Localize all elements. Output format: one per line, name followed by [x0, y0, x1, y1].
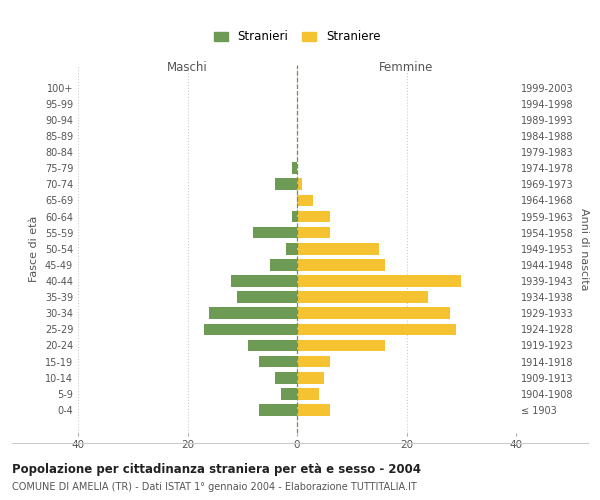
Bar: [297, 292, 428, 303]
Bar: [297, 404, 330, 416]
Bar: [232, 275, 297, 287]
Bar: [297, 388, 319, 400]
Bar: [297, 259, 385, 270]
Bar: [297, 356, 330, 368]
Bar: [297, 227, 330, 238]
Text: Maschi: Maschi: [167, 61, 208, 74]
Bar: [237, 292, 297, 303]
Bar: [297, 340, 385, 351]
Bar: [248, 340, 297, 351]
Bar: [204, 324, 297, 335]
Bar: [292, 162, 297, 174]
Bar: [297, 275, 461, 287]
Y-axis label: Fasce di età: Fasce di età: [29, 216, 39, 282]
Bar: [297, 210, 330, 222]
Bar: [297, 194, 313, 206]
Bar: [292, 210, 297, 222]
Legend: Stranieri, Straniere: Stranieri, Straniere: [214, 30, 380, 44]
Text: Femmine: Femmine: [379, 61, 434, 74]
Bar: [275, 178, 297, 190]
Bar: [297, 308, 450, 319]
Bar: [297, 372, 325, 384]
Bar: [269, 259, 297, 270]
Bar: [281, 388, 297, 400]
Text: COMUNE DI AMELIA (TR) - Dati ISTAT 1° gennaio 2004 - Elaborazione TUTTITALIA.IT: COMUNE DI AMELIA (TR) - Dati ISTAT 1° ge…: [12, 482, 417, 492]
Bar: [297, 324, 456, 335]
Bar: [259, 356, 297, 368]
Text: Popolazione per cittadinanza straniera per età e sesso - 2004: Popolazione per cittadinanza straniera p…: [12, 462, 421, 475]
Bar: [297, 243, 379, 254]
Bar: [259, 404, 297, 416]
Y-axis label: Anni di nascita: Anni di nascita: [579, 208, 589, 290]
Bar: [253, 227, 297, 238]
Bar: [286, 243, 297, 254]
Bar: [209, 308, 297, 319]
Bar: [275, 372, 297, 384]
Bar: [297, 178, 302, 190]
